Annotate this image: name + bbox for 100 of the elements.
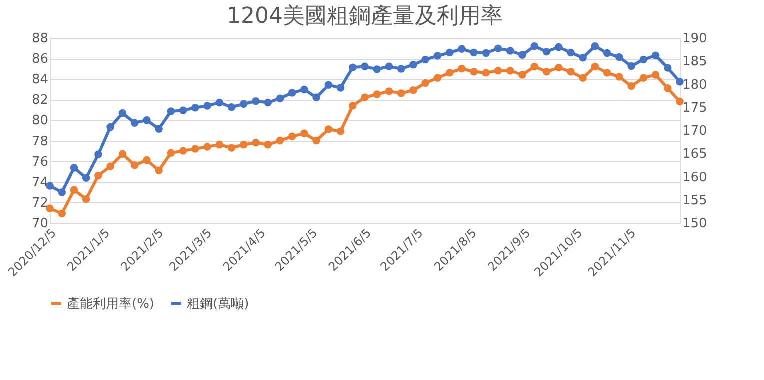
y-tick-label: 88 <box>32 32 48 46</box>
point <box>361 94 369 102</box>
point <box>179 106 188 114</box>
y2-tick-label: 175 <box>682 100 708 116</box>
point <box>300 130 308 138</box>
y-tick-label: 84 <box>32 72 48 88</box>
point <box>155 125 163 133</box>
point <box>46 204 54 212</box>
point <box>652 52 660 60</box>
point <box>155 166 163 174</box>
point <box>603 49 612 58</box>
point <box>94 172 102 180</box>
y2-tick-label: 155 <box>682 193 708 208</box>
point <box>240 141 248 149</box>
chart-title: 1204美國粗鋼產量及利用率 <box>227 4 503 29</box>
point <box>410 60 418 69</box>
point <box>130 119 139 127</box>
point <box>518 51 526 59</box>
point <box>676 78 684 86</box>
point <box>276 94 284 102</box>
y2-tick-label: 165 <box>682 147 708 162</box>
point <box>530 42 538 50</box>
point <box>204 102 212 110</box>
y-tick-label: 74 <box>32 175 48 190</box>
point <box>276 136 284 145</box>
point <box>506 47 514 55</box>
point <box>228 144 236 152</box>
point <box>118 150 127 158</box>
point <box>458 45 466 53</box>
point <box>506 67 514 75</box>
point <box>216 98 224 107</box>
y-tick-label: 80 <box>32 114 48 129</box>
point <box>591 42 600 50</box>
point <box>410 86 418 94</box>
point <box>470 68 478 76</box>
point <box>324 81 333 90</box>
point <box>628 82 636 90</box>
point <box>373 90 381 98</box>
point <box>579 74 587 82</box>
point <box>446 69 454 77</box>
point <box>591 62 600 71</box>
point <box>470 48 478 57</box>
y-tick-label: 72 <box>32 196 48 211</box>
legend-label: 產能利用率(%) <box>67 296 154 312</box>
point <box>240 100 248 108</box>
point <box>349 102 357 110</box>
point <box>494 44 502 53</box>
point <box>58 188 66 196</box>
point <box>554 64 563 72</box>
point <box>422 79 430 88</box>
point <box>676 98 684 106</box>
point <box>349 64 357 72</box>
point <box>167 149 176 157</box>
point <box>82 195 90 204</box>
point <box>640 74 648 82</box>
point <box>640 56 648 64</box>
point <box>252 97 260 106</box>
point <box>94 150 102 158</box>
point <box>264 141 272 149</box>
point <box>628 62 636 70</box>
point <box>143 156 151 164</box>
point <box>143 116 151 124</box>
point <box>434 74 442 82</box>
point <box>397 65 406 73</box>
point <box>567 68 575 76</box>
point <box>373 66 381 74</box>
point <box>264 98 272 107</box>
y-tick-label: 78 <box>32 134 48 150</box>
point <box>458 64 466 73</box>
point <box>422 56 430 64</box>
point <box>300 86 308 94</box>
point <box>228 104 236 112</box>
point <box>434 52 442 60</box>
y-tick-label: 76 <box>32 154 48 170</box>
point <box>288 132 296 141</box>
point <box>70 186 78 194</box>
point <box>652 71 660 79</box>
point <box>542 68 551 76</box>
point <box>361 62 369 71</box>
point <box>82 174 90 182</box>
point <box>324 126 333 134</box>
legend-label: 粗鋼(萬噸) <box>187 296 250 312</box>
point <box>192 145 200 153</box>
point <box>336 128 345 136</box>
point <box>397 90 406 98</box>
point <box>167 108 176 116</box>
y2-tick-label: 150 <box>682 216 708 232</box>
point <box>106 123 114 132</box>
y-tick-label: 82 <box>32 93 48 108</box>
y2-tick-label: 190 <box>682 32 708 46</box>
point <box>252 138 260 147</box>
y-tick-label: 86 <box>32 52 48 68</box>
point <box>179 147 188 155</box>
point <box>70 164 78 172</box>
point <box>312 94 320 102</box>
point <box>616 54 624 62</box>
point <box>664 64 672 72</box>
point <box>130 162 139 170</box>
point <box>312 136 320 145</box>
point <box>385 88 394 96</box>
